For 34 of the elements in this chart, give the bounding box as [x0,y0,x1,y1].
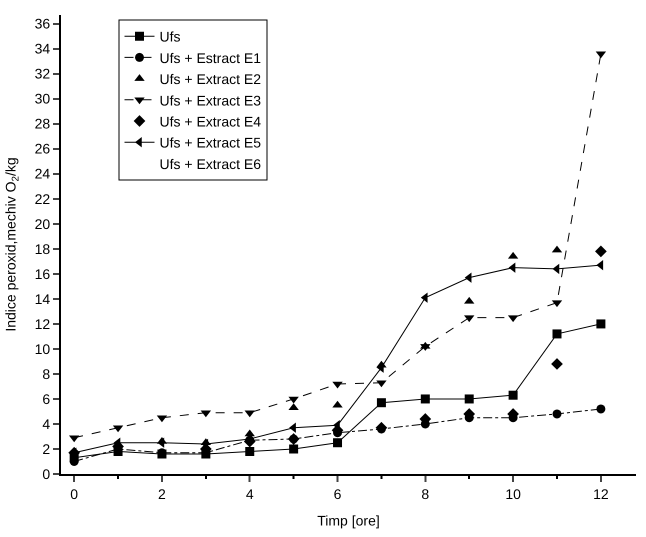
y-tick-label: 24 [34,166,50,182]
text: Ufs + Extract E6 [160,156,262,172]
x-tick-label: 10 [505,486,522,502]
y-tick-label: 2 [42,440,50,457]
y-tick-label: 34 [34,40,50,57]
x-axis-title: Timp [ore] [317,512,380,529]
y-tick-label: 16 [34,266,50,282]
x-tick-label: 2 [158,486,166,502]
y-tick-label: 32 [34,66,50,82]
y-tick-label: 10 [34,340,50,357]
legend-label: Ufs + Extract E4 [160,113,262,130]
x-tick-label: 6 [334,486,342,502]
y-tick-label: 14 [34,290,50,307]
y-tick-label: 30 [34,90,50,107]
legend-label: Ufs + Extract E2 [160,71,262,88]
legend-label: Ufs + Estract E1 [160,50,262,66]
y-tick-label: 12 [34,316,50,332]
y-tick-label: 18 [34,240,50,257]
y-tick-label: 22 [34,190,50,207]
x-tick-label: 4 [246,486,254,502]
y-tick-label: 8 [42,366,50,382]
y-tick-label: 0 [42,466,50,482]
x-tick-label: 8 [421,486,430,502]
y-tick-label: 4 [42,416,50,432]
y-tick-label: 26 [34,140,50,157]
legend-label: Ufs [160,28,180,45]
x-tick-label: 0 [70,486,78,502]
y-tick-label: 6 [42,390,50,407]
legend-label: Ufs + Extract E3 [160,92,262,108]
y-tick-label: 28 [34,116,50,132]
y-tick-label: 36 [34,16,50,32]
y-tick-label: 20 [34,216,50,232]
x-tick-label: 12 [593,486,609,502]
legend-label: Ufs + Extract E5 [160,134,262,151]
